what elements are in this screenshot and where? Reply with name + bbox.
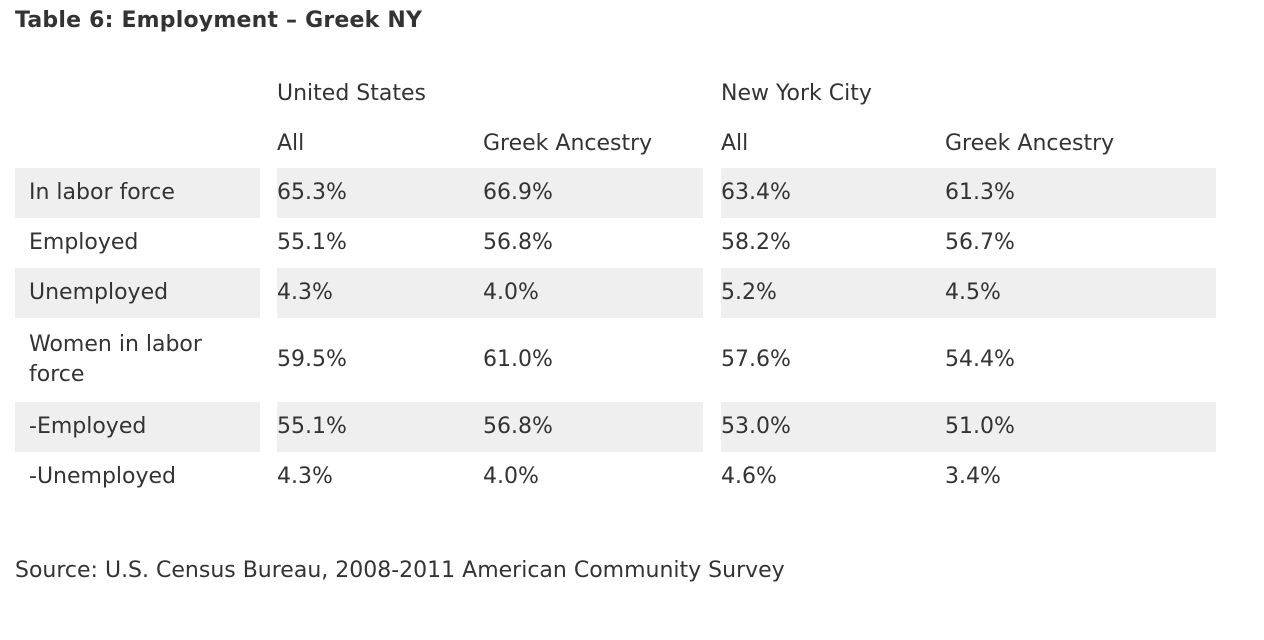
row-label: Unemployed — [15, 268, 260, 318]
table-cell: 51.0% — [945, 402, 1216, 452]
source-note: Source: U.S. Census Bureau, 2008-2011 Am… — [15, 558, 785, 583]
table-row: Women in labor force 59.5% 61.0% 57.6% 5… — [0, 318, 1264, 402]
table-row: Unemployed 4.3% 4.0% 5.2% 4.5% — [0, 268, 1264, 318]
table-cell: 57.6% — [721, 347, 791, 372]
table-row: Employed 55.1% 56.8% 58.2% 56.7% — [0, 218, 1264, 268]
table-cell: 4.3% — [277, 464, 333, 489]
table-cell: 4.5% — [945, 268, 1216, 318]
table-cell: 4.0% — [483, 268, 703, 318]
table-cell: 53.0% — [721, 402, 945, 452]
column-header-us-all: All — [277, 131, 305, 156]
row-label: Women in labor force — [29, 332, 202, 387]
table-cell: 66.9% — [483, 168, 703, 218]
table-row: In labor force 65.3% 66.9% 63.4% 61.3% — [0, 168, 1264, 218]
table-cell: 56.7% — [945, 230, 1015, 255]
table-cell: 56.8% — [483, 402, 703, 452]
group-header-united-states: United States — [277, 81, 426, 106]
table-cell: 5.2% — [721, 268, 945, 318]
group-header-new-york-city: New York City — [721, 81, 872, 106]
row-label: -Unemployed — [29, 464, 177, 489]
row-label: -Employed — [15, 402, 260, 452]
table-cell: 3.4% — [945, 464, 1001, 489]
table-cell: 58.2% — [721, 230, 791, 255]
table-cell: 59.5% — [277, 347, 347, 372]
column-header-nyc-greek-ancestry: Greek Ancestry — [945, 131, 1115, 156]
row-label: Employed — [29, 230, 139, 255]
table-cell: 54.4% — [945, 347, 1015, 372]
table-cell: 4.6% — [721, 464, 777, 489]
row-label: In labor force — [15, 168, 260, 218]
table-title: Table 6: Employment – Greek NY — [15, 8, 423, 33]
column-header-us-greek-ancestry: Greek Ancestry — [483, 131, 653, 156]
column-header-nyc-all: All — [721, 131, 749, 156]
table-cell: 61.0% — [483, 347, 553, 372]
table-cell: 4.3% — [277, 268, 483, 318]
table-cell: 63.4% — [721, 168, 945, 218]
table-cell: 55.1% — [277, 402, 483, 452]
table-cell: 56.8% — [483, 230, 553, 255]
table-row: -Employed 55.1% 56.8% 53.0% 51.0% — [0, 402, 1264, 452]
table-cell: 55.1% — [277, 230, 347, 255]
table-row: -Unemployed 4.3% 4.0% 4.6% 3.4% — [0, 452, 1264, 502]
table-cell: 65.3% — [277, 168, 483, 218]
table-cell: 4.0% — [483, 464, 539, 489]
table-cell: 61.3% — [945, 168, 1216, 218]
